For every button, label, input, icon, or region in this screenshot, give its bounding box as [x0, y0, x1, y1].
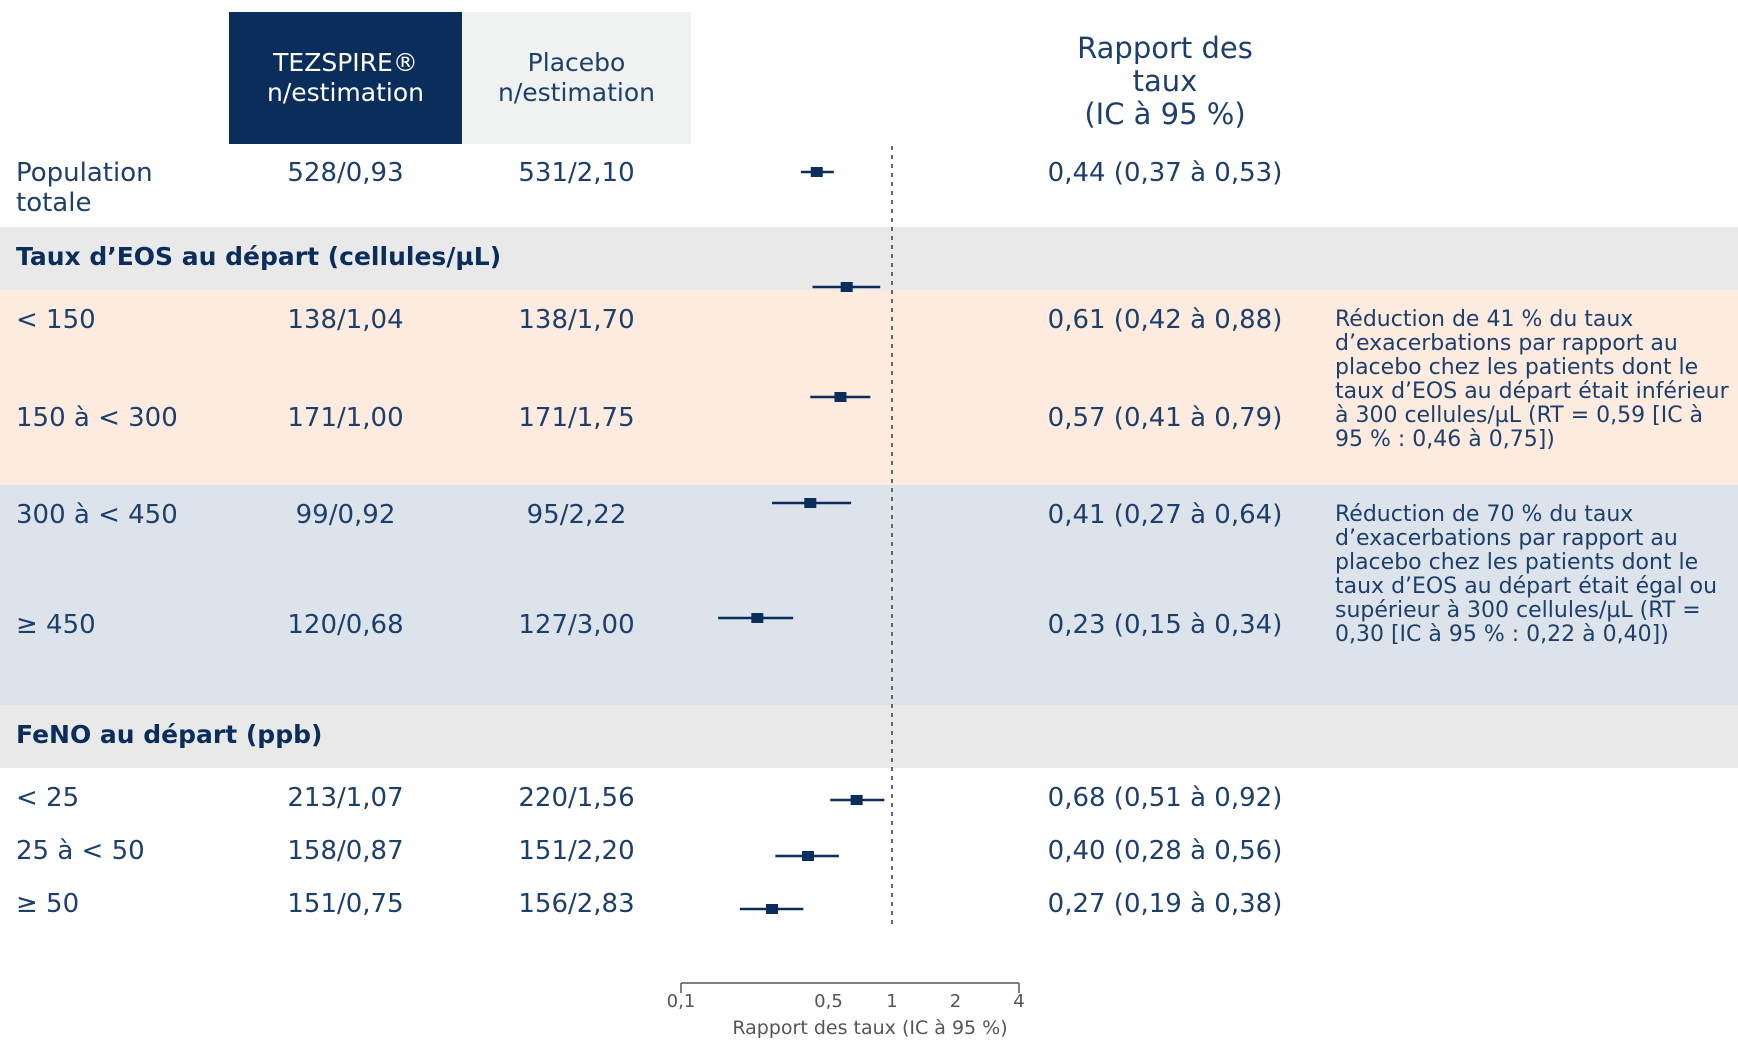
rate-ratio-text: 0,41 (0,27 à 0,64) [1047, 500, 1283, 530]
row-label-population-line1: Population [16, 158, 153, 188]
row-label-population-line2: totale [16, 188, 92, 218]
row-label: 25 à < 50 [16, 836, 145, 866]
tezspire-value: 99/0,92 [295, 500, 396, 530]
tezspire-value: 213/1,07 [287, 783, 404, 813]
row-label: ≥ 450 [16, 610, 96, 640]
tezspire-value: 151/0,75 [287, 889, 404, 919]
tezspire-header-line2: n/estimation [267, 78, 424, 107]
rate-ratio-text: 0,68 (0,51 à 0,92) [1047, 783, 1283, 813]
note-eos-low: Réduction de 41 % du taux d’exacerbation… [1335, 307, 1729, 452]
point-estimate [834, 392, 847, 402]
row-label: 150 à < 300 [16, 403, 178, 433]
point-estimate [766, 904, 779, 914]
row-label-population: Population totale [16, 158, 153, 218]
tezspire-value: 528/0,93 [287, 158, 404, 188]
placebo-value: 171/1,75 [518, 403, 635, 433]
tezspire-value: 138/1,04 [287, 305, 404, 335]
placebo-value: 95/2,22 [526, 500, 627, 530]
rate-ratio-text: 0,44 (0,37 à 0,53) [1047, 158, 1283, 188]
section-band-feno [0, 705, 1738, 768]
placebo-value: 151/2,20 [518, 836, 635, 866]
section-title-feno: FeNO au départ (ppb) [16, 720, 323, 749]
placebo-header-line2: n/estimation [498, 78, 655, 107]
rate-ratio-text: 0,61 (0,42 à 0,88) [1047, 305, 1283, 335]
x-tick-label: 1 [886, 991, 897, 1012]
tezspire-value: 120/0,68 [287, 610, 404, 640]
band-eos-high [0, 485, 1738, 705]
note-eos-high: Réduction de 70 % du taux d’exacerbation… [1335, 502, 1718, 647]
placebo-value: 531/2,10 [518, 158, 635, 188]
x-tick-label: 4 [1013, 991, 1024, 1012]
placebo-header-line1: Placebo [527, 48, 626, 77]
x-tick-label: 0,5 [814, 991, 843, 1012]
point-estimate [802, 851, 815, 861]
rate-ratio-header-line2: taux [1132, 64, 1198, 98]
x-tick-label: 0,1 [667, 991, 696, 1012]
tezspire-value: 171/1,00 [287, 403, 404, 433]
placebo-value: 156/2,83 [518, 889, 635, 919]
tezspire-value: 158/0,87 [287, 836, 404, 866]
x-tick-label: 2 [950, 991, 961, 1012]
row-label: < 25 [16, 783, 80, 813]
rate-ratio-text: 0,40 (0,28 à 0,56) [1047, 836, 1283, 866]
column-header-placebo: Placebo n/estimation [462, 12, 691, 144]
section-band-eos [0, 227, 1738, 290]
placebo-value: 138/1,70 [518, 305, 635, 335]
rate-ratio-header-line1: Rapport des [1077, 31, 1253, 65]
row-label: ≥ 50 [16, 889, 80, 919]
tezspire-header-line1: TEZSPIRE® [273, 48, 418, 77]
row-label: 300 à < 450 [16, 500, 178, 530]
rate-ratio-text: 0,57 (0,41 à 0,79) [1047, 403, 1283, 433]
column-header-rate-ratio: Rapport des taux (IC à 95 %) [1020, 32, 1310, 131]
point-estimate [840, 282, 853, 292]
rate-ratio-header-line3: (IC à 95 %) [1084, 97, 1246, 131]
x-axis-label: Rapport des taux (IC à 95 %) [732, 1017, 1007, 1039]
point-estimate [810, 167, 823, 177]
placebo-value: 127/3,00 [518, 610, 635, 640]
point-estimate [804, 498, 817, 508]
band-eos-low [0, 290, 1738, 485]
column-header-tezspire: TEZSPIRE® n/estimation [229, 12, 462, 144]
row-label: < 150 [16, 305, 96, 335]
section-title-eos: Taux d’EOS au départ (cellules/µL) [16, 242, 502, 271]
placebo-value: 220/1,56 [518, 783, 635, 813]
point-estimate [850, 795, 863, 805]
rate-ratio-text: 0,23 (0,15 à 0,34) [1047, 610, 1283, 640]
point-estimate [751, 613, 764, 623]
rate-ratio-text: 0,27 (0,19 à 0,38) [1047, 889, 1283, 919]
